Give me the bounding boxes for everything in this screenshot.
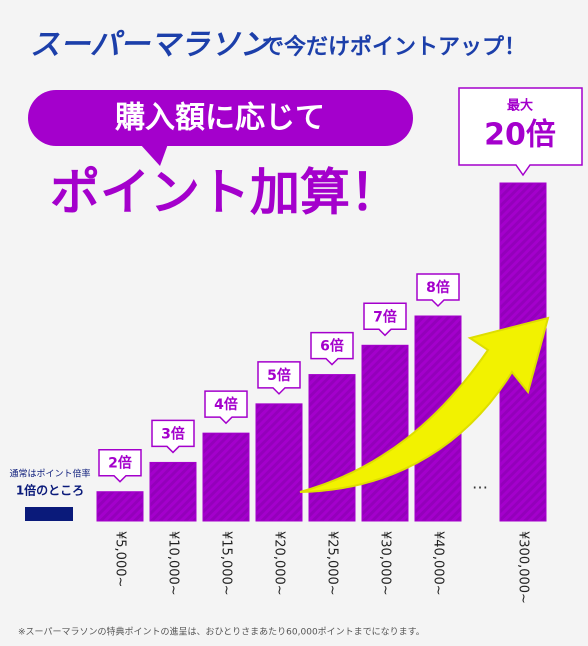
bubble	[28, 90, 413, 146]
data-label: 5倍	[267, 367, 291, 384]
callout	[98, 448, 142, 483]
x-tick-label: ¥15,000~	[219, 531, 234, 596]
callout	[257, 361, 301, 395]
callout	[416, 273, 460, 308]
chart-subtitle: で今だけポイントアップ！	[262, 34, 526, 60]
callout	[204, 390, 248, 425]
data-label: 20倍	[484, 118, 556, 153]
x-tick-label: ¥40,000~	[431, 531, 446, 596]
bar	[96, 491, 144, 522]
bar	[308, 374, 356, 522]
bubble-text: 購入額に応じて	[115, 101, 325, 136]
ellipsis: …	[472, 474, 488, 493]
callout	[458, 87, 583, 177]
bubble-tail	[140, 144, 168, 166]
bar	[202, 432, 250, 522]
data-label: 4倍	[214, 396, 238, 413]
chart-title: スーパーマラソン	[30, 28, 272, 63]
headline: ポイント加算！	[50, 164, 400, 222]
bar	[149, 461, 197, 522]
normal-bar	[25, 507, 73, 521]
callout	[363, 302, 407, 337]
x-tick-label: ¥30,000~	[378, 531, 393, 596]
callout	[310, 331, 354, 366]
x-tick-label: ¥5,000~	[113, 531, 128, 587]
data-label: 8倍	[426, 279, 450, 296]
footnote: ※スーパーマラソンの特典ポイントの進呈は、おひとりさまあたり60,000ポイント…	[18, 626, 425, 638]
callout	[151, 419, 195, 454]
data-label: 3倍	[161, 425, 185, 442]
data-label: 6倍	[320, 338, 344, 355]
x-tick-label: ¥20,000~	[272, 531, 287, 596]
bar	[361, 344, 409, 522]
normal-note: 通常はポイント倍率	[9, 468, 90, 480]
data-label: 7倍	[373, 308, 397, 325]
x-tick-label: ¥300,000~	[516, 531, 531, 604]
data-label: 2倍	[108, 455, 132, 472]
arrow	[299, 316, 550, 493]
x-tick-label: ¥25,000~	[325, 531, 340, 596]
normal-note: 1倍のところ	[16, 483, 84, 498]
max-label: 最大	[507, 98, 533, 114]
x-tick-label: ¥10,000~	[166, 531, 181, 596]
bar	[255, 403, 303, 522]
